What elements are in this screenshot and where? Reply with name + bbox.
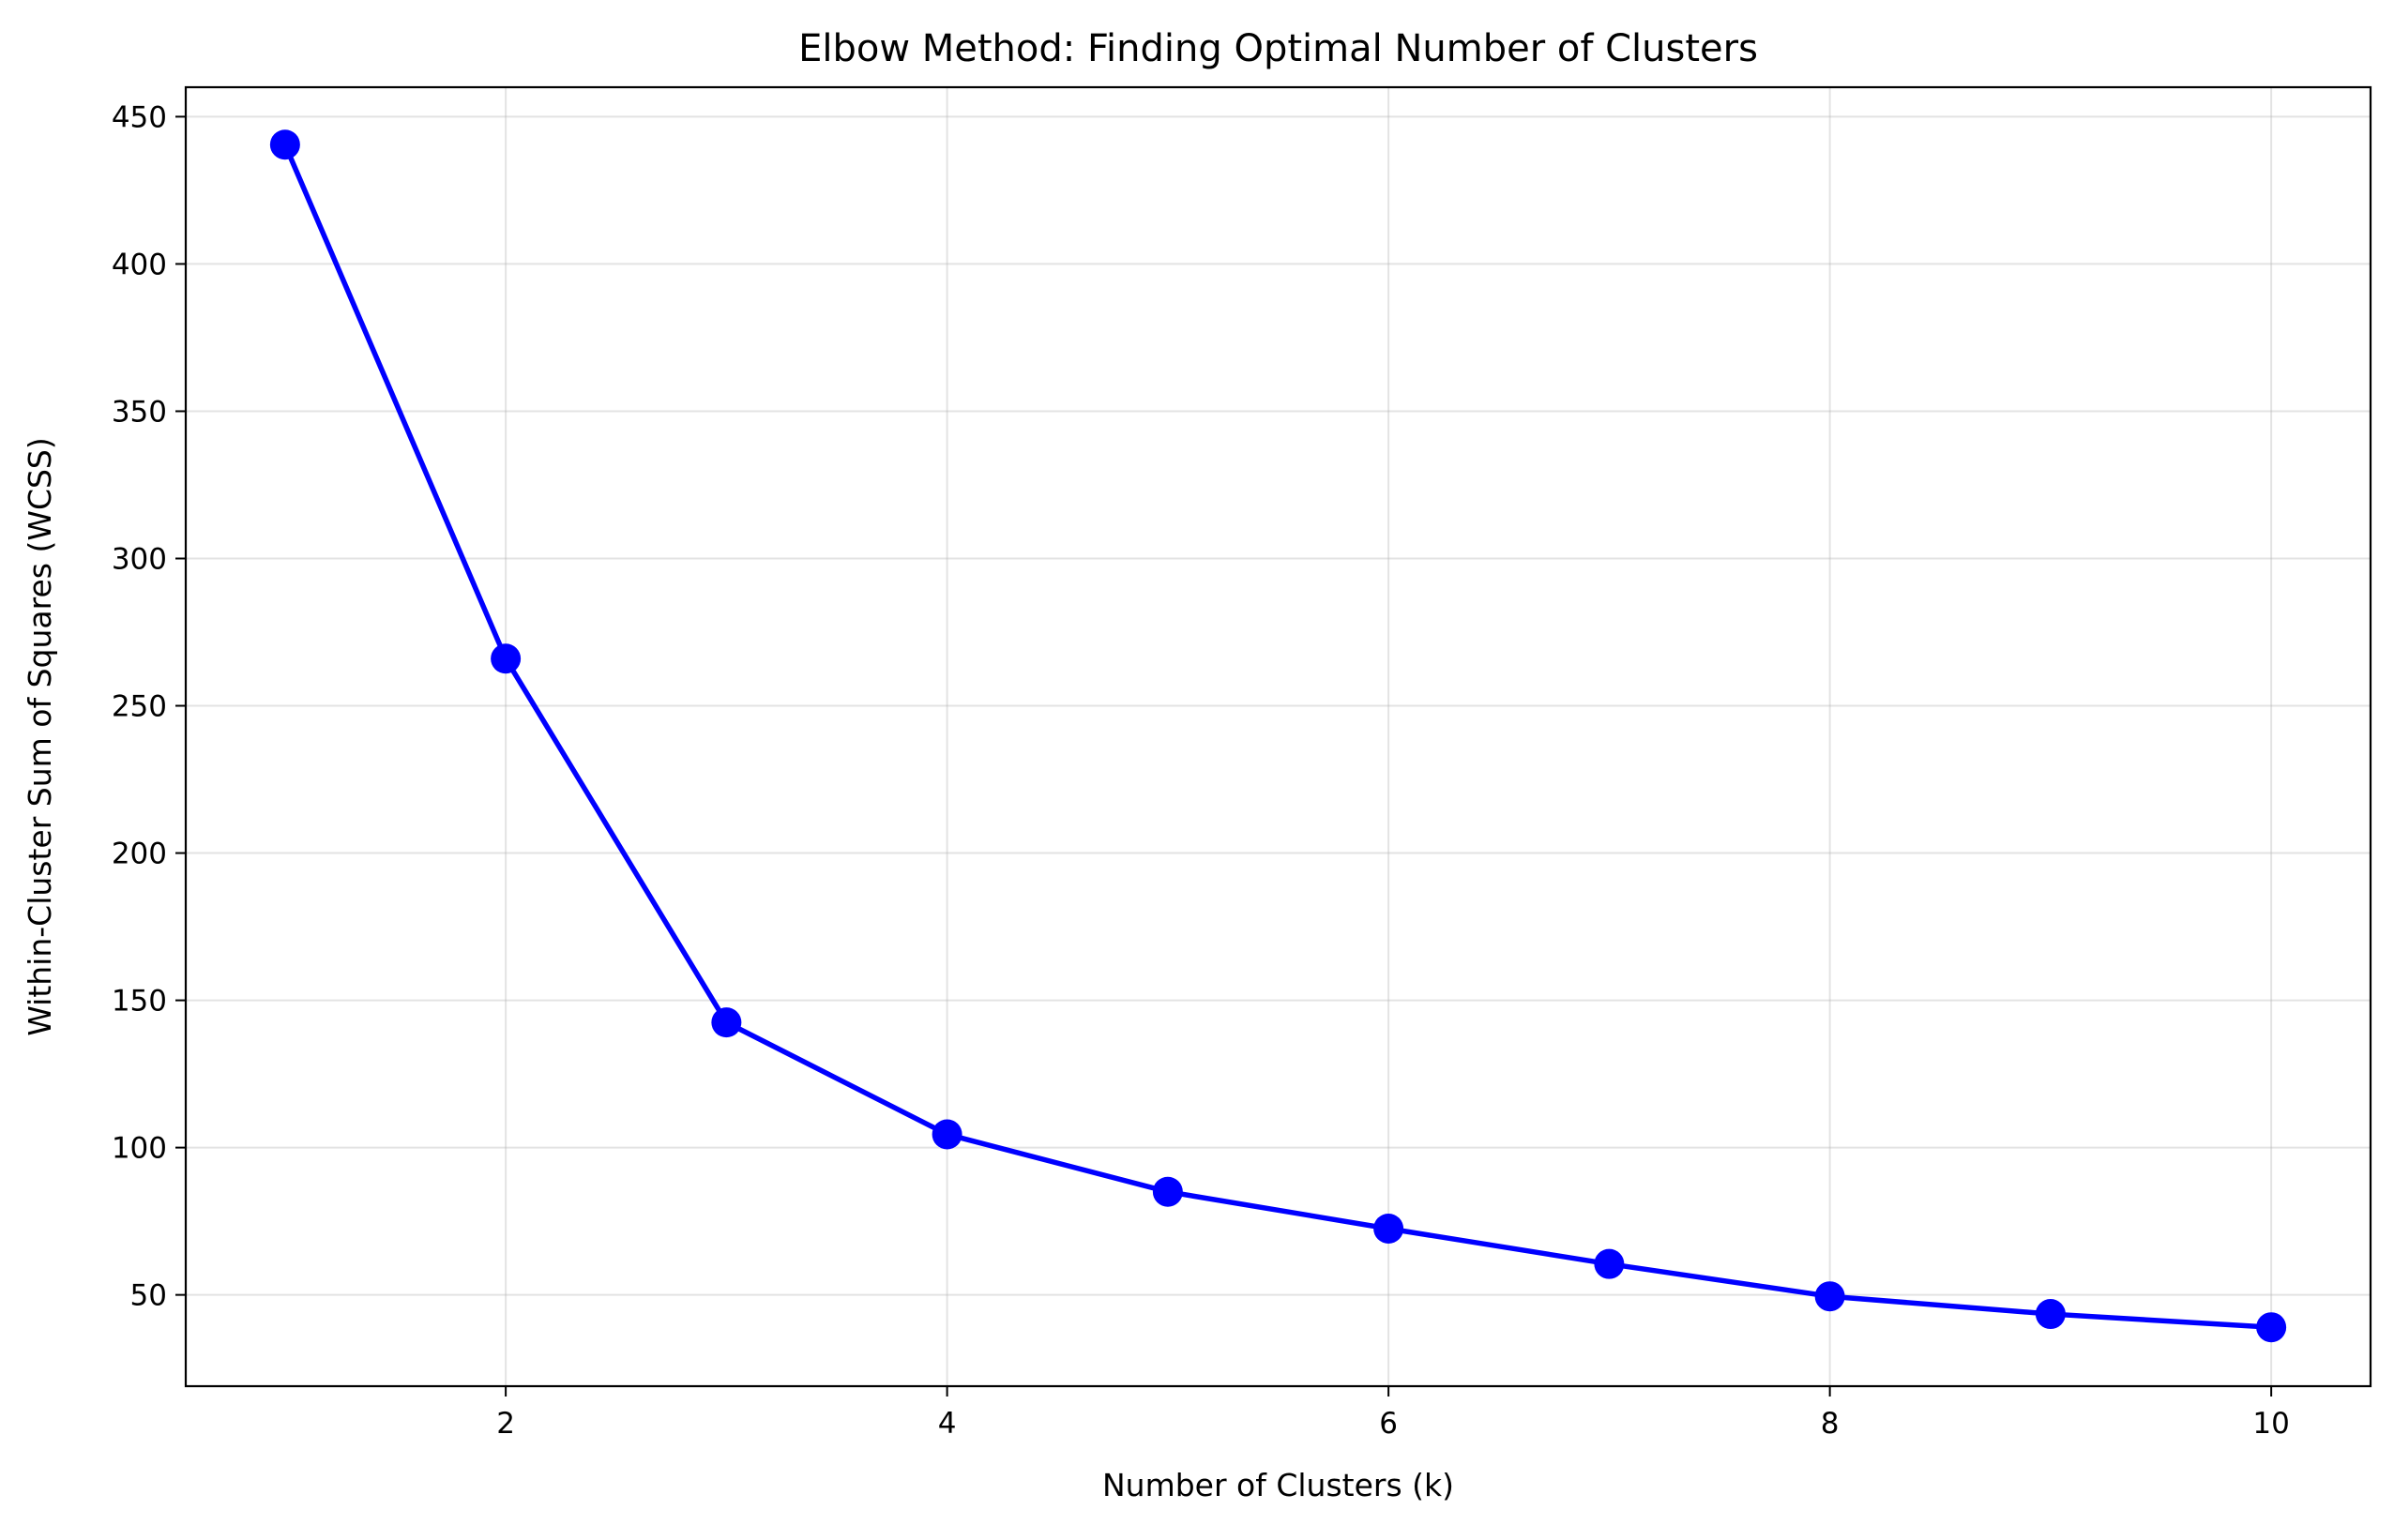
data-point [1152, 1176, 1183, 1207]
y-axis-label: Within-Cluster Sum of Squares (WCSS) [22, 437, 58, 1036]
y-tick-label: 300 [112, 542, 167, 576]
y-tick-label: 250 [112, 690, 167, 724]
data-series [269, 129, 2287, 1343]
x-tick-label: 8 [1821, 1407, 1840, 1441]
data-point [1594, 1248, 1625, 1279]
data-point [932, 1119, 962, 1150]
y-tick-label: 350 [112, 395, 167, 429]
x-tick-label: 10 [2252, 1407, 2289, 1441]
data-point [2256, 1312, 2287, 1343]
x-axis-label: Number of Clusters (k) [1102, 1467, 1454, 1503]
data-point [269, 129, 300, 160]
series-line [282, 143, 2272, 1330]
y-tick-label: 400 [112, 248, 167, 281]
x-tick-label: 4 [938, 1407, 957, 1441]
data-point [491, 643, 522, 674]
data-point [711, 1007, 742, 1038]
y-tick-label: 450 [112, 100, 167, 134]
y-tick-label: 200 [112, 838, 167, 871]
y-tick-label: 100 [112, 1132, 167, 1166]
data-point [1373, 1213, 1404, 1244]
data-point [1814, 1281, 1845, 1312]
x-tick-label: 6 [1379, 1407, 1398, 1441]
y-tick-label: 150 [112, 985, 167, 1019]
data-point [2035, 1299, 2066, 1330]
x-tick-label: 2 [496, 1407, 515, 1441]
y-tick-label: 50 [130, 1279, 167, 1313]
chart-title: Elbow Method: Finding Optimal Number of … [798, 27, 1758, 70]
axis-ticks: 2 4 6 8 10 50 100 150 200 250 300 350 400 450 [112, 100, 2290, 1441]
grid-lines [186, 87, 2371, 1386]
plot-area-frame [184, 85, 2372, 1388]
